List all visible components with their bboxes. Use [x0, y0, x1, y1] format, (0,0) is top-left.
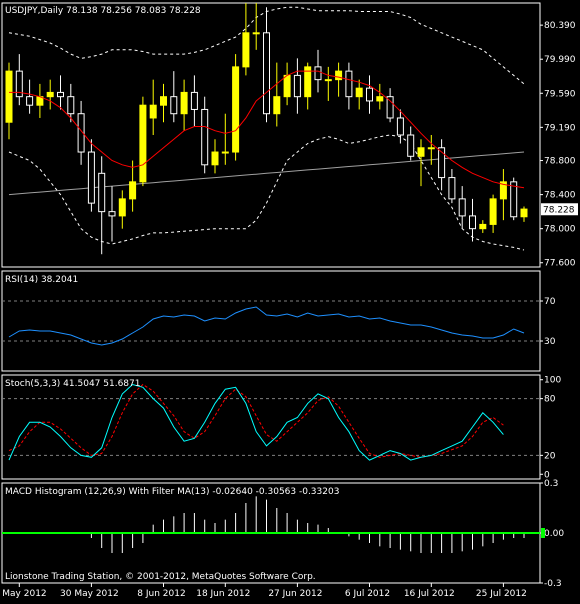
candle-body — [386, 96, 394, 119]
price-axis-label: 78.800 — [544, 157, 576, 167]
rsi-panel-frame — [1, 270, 541, 372]
candle-body — [201, 108, 209, 166]
candle-body — [77, 113, 85, 153]
x-axis-label: 18 Jun 2012 — [196, 589, 250, 599]
candle-body — [438, 147, 446, 179]
lower-band-line — [8, 134, 525, 251]
candle-body — [510, 181, 518, 218]
candle-body — [129, 181, 137, 200]
x-axis-label: 27 Jun 2012 — [268, 589, 322, 599]
candle-body — [98, 172, 106, 213]
stoch-panel-title: Stoch(5,3,3) 41.5047 51.6871 — [5, 379, 140, 389]
x-axis-label: 30 May 2012 — [60, 589, 119, 599]
candle-body — [15, 70, 23, 98]
candle-body — [149, 104, 157, 119]
candle-body — [293, 74, 301, 98]
candle-body — [273, 96, 281, 115]
x-axis-label: 25 Jul 2012 — [476, 589, 527, 599]
candle-body — [427, 147, 435, 150]
price-axis-label: 78.000 — [544, 225, 576, 235]
rsi-line — [8, 306, 525, 346]
price-axis-label: 79.590 — [544, 89, 576, 99]
candle-body — [139, 104, 147, 183]
candle-body — [376, 96, 384, 102]
macd-zero-marker — [541, 528, 545, 538]
candle-body — [355, 87, 363, 98]
x-axis-label: 16 Jul 2012 — [404, 589, 455, 599]
x-axis-label: 21 May 2012 — [0, 589, 47, 599]
candle-body — [479, 223, 487, 230]
macd-axis-label: 0.3 — [544, 479, 558, 489]
rsi-axis-label: 70 — [544, 297, 556, 307]
candle-body — [221, 151, 229, 154]
price-panel-frame — [1, 2, 541, 268]
candle-body — [324, 79, 332, 82]
price-axis-label: 79.190 — [544, 123, 576, 133]
candle-body — [283, 74, 291, 98]
long-ma-line — [8, 151, 525, 196]
candle-body — [118, 198, 126, 217]
ma-red-line — [9, 70, 525, 189]
candle-body — [499, 181, 507, 200]
candle-body — [67, 96, 75, 115]
candle-body — [108, 211, 116, 217]
x-axis-label: 8 Jun 2012 — [137, 589, 185, 599]
candle-body — [87, 151, 95, 204]
stoch-axis-label: 80 — [544, 395, 556, 405]
candle-body — [26, 96, 34, 106]
macd-panel-title: MACD Histogram (12,26,9) With Filter MA(… — [5, 487, 339, 497]
candle-body — [57, 91, 64, 98]
price-axis-label: 79.990 — [544, 55, 576, 65]
candle-body — [469, 215, 476, 230]
candle-body — [263, 32, 270, 115]
candle-body — [180, 91, 188, 115]
price-axis-label: 78.400 — [544, 191, 576, 201]
candle-body — [407, 134, 415, 157]
stoch-axis-label: 100 — [544, 376, 561, 386]
candle-body — [345, 70, 353, 98]
candle-body — [252, 32, 260, 35]
price-axis-label: 80.390 — [544, 21, 576, 31]
price-panel-title: USDJPY,Daily 78.138 78.256 78.083 78.228 — [5, 6, 201, 16]
candle-body — [489, 198, 497, 225]
stoch-axis-label: 0 — [544, 470, 550, 480]
candle-body — [520, 208, 528, 218]
stoch-main-line — [8, 383, 504, 461]
candle-body — [5, 70, 13, 123]
candle-body — [46, 91, 54, 98]
candle-body — [170, 96, 178, 115]
rsi-panel-title: RSI(14) 38.2041 — [5, 275, 78, 285]
price-axis-label: 77.600 — [544, 259, 576, 269]
rsi-axis-label: 30 — [544, 337, 556, 347]
current-price-tag — [541, 203, 578, 216]
candle-body — [190, 91, 198, 110]
macd-axis-label: -0.3 — [544, 579, 562, 589]
candle-body — [458, 198, 466, 217]
candle-body — [304, 66, 312, 98]
candle-body — [396, 117, 404, 136]
x-axis-label: 6 Jul 2012 — [345, 589, 390, 599]
candle-body — [242, 32, 250, 68]
candle-body — [335, 70, 343, 81]
candle-body — [211, 151, 219, 166]
stoch-panel-frame — [1, 374, 541, 480]
candle-body — [448, 177, 456, 200]
footer-copyright: Lionstone Trading Station, © 2001-2012, … — [5, 572, 316, 582]
candle-body — [366, 87, 373, 102]
candle-body — [417, 147, 425, 157]
candle-body — [160, 96, 167, 106]
candle-body — [314, 66, 322, 81]
current-price-label: 78.228 — [543, 205, 575, 215]
macd-axis-label: 0.00 — [544, 529, 564, 539]
stoch-axis-label: 20 — [544, 451, 556, 461]
stoch-signal-line — [8, 383, 504, 458]
candle-body — [232, 66, 240, 153]
